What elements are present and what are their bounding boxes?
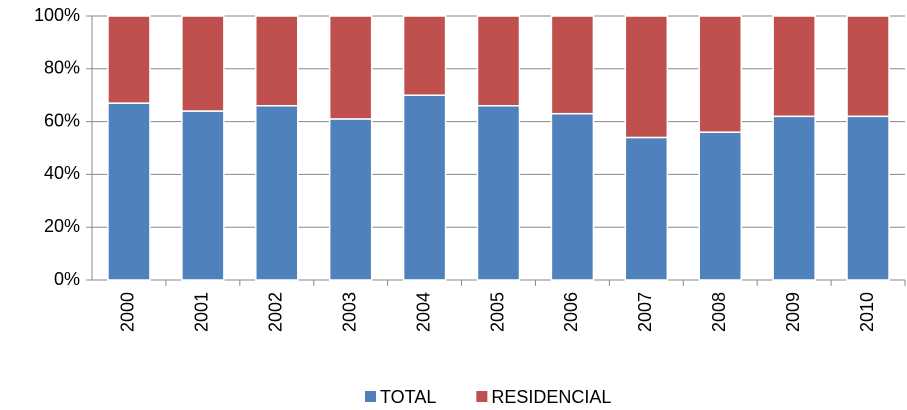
y-tick-label: 60% — [44, 110, 80, 130]
x-tick-label: 2005 — [487, 292, 507, 332]
bar-segment — [107, 102, 151, 281]
y-tick-label: 20% — [44, 216, 80, 236]
bar-segment — [255, 105, 299, 281]
y-tick-label: 100% — [34, 5, 80, 25]
bar-segment — [772, 115, 816, 281]
x-tick-label: 2007 — [635, 292, 655, 332]
x-tick-label: 2003 — [339, 292, 359, 332]
bar-segment — [550, 15, 595, 115]
x-tick-label: 2000 — [118, 292, 138, 332]
bar-segment — [402, 15, 447, 96]
bar-segment — [550, 112, 595, 281]
bar-segment — [624, 15, 669, 139]
bar-segment — [181, 15, 225, 112]
bar-segment — [698, 131, 742, 281]
legend-label: TOTAL — [380, 387, 436, 407]
bar-segment — [328, 118, 373, 281]
x-tick-label: 2001 — [192, 292, 212, 332]
legend-swatch — [365, 391, 376, 402]
x-tick-label: 2010 — [857, 292, 877, 332]
bar-segment — [328, 15, 373, 120]
bar-segment — [402, 94, 447, 281]
bar-segment — [624, 136, 669, 281]
x-tick-label: 2006 — [561, 292, 581, 332]
bar-segment — [846, 15, 890, 118]
legend-swatch — [476, 391, 488, 402]
bar-segment — [255, 15, 299, 107]
x-tick-label: 2009 — [783, 292, 803, 332]
bar-segment — [772, 15, 816, 118]
bar-segment — [846, 115, 890, 281]
x-tick-label: 2002 — [266, 292, 286, 332]
y-tick-label: 0% — [54, 269, 80, 289]
legend-label: RESIDENCIAL — [491, 387, 611, 407]
bar-segment — [476, 15, 521, 107]
bar-segment — [476, 105, 521, 281]
bar-segment — [698, 15, 742, 133]
y-tick-label: 40% — [44, 163, 80, 183]
y-tick-label: 80% — [44, 58, 80, 78]
bar-segment — [181, 110, 225, 281]
x-tick-label: 2004 — [413, 292, 433, 332]
x-tick-label: 2008 — [709, 292, 729, 332]
bar-segment — [107, 15, 151, 104]
